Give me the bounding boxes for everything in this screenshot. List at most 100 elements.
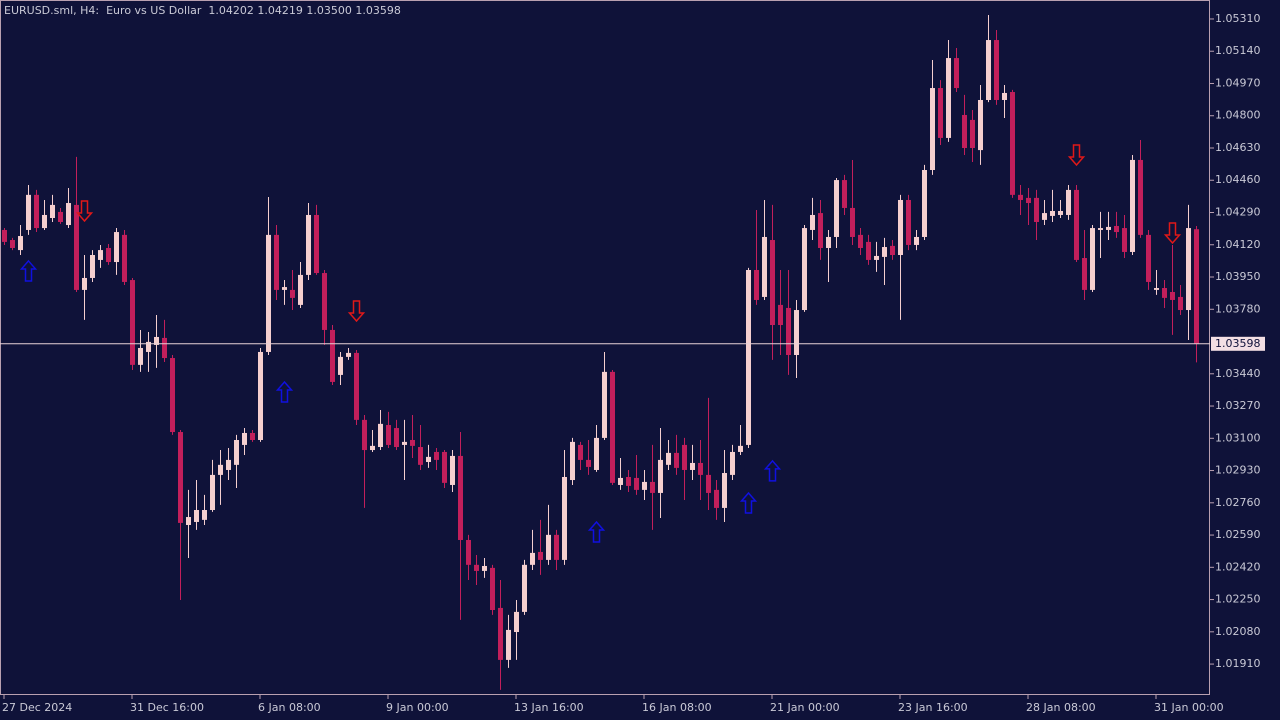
candle-body: [162, 337, 167, 359]
candle-body: [842, 180, 847, 208]
candle-body: [1082, 258, 1087, 290]
candle-body: [10, 240, 15, 248]
candle-body: [946, 58, 951, 138]
candle-body: [274, 234, 279, 290]
x-tick-label: 13 Jan 16:00: [514, 701, 584, 714]
candle-body: [370, 445, 375, 451]
candle-body: [738, 445, 743, 452]
candle-body: [146, 341, 151, 352]
candle-body: [434, 451, 439, 460]
x-tick-label: 27 Dec 2024: [2, 701, 72, 714]
candle-body: [602, 371, 607, 438]
candle-body: [666, 452, 671, 465]
y-tick-label: 1.03440: [1215, 367, 1261, 380]
y-tick-label: 1.04120: [1215, 238, 1261, 251]
sell-arrow: [75, 200, 94, 223]
candle-body: [730, 451, 735, 475]
candle-body: [258, 351, 263, 440]
candle-body: [402, 441, 407, 445]
candle-body: [498, 607, 503, 660]
plot-frame: [0, 0, 1210, 695]
candle-body: [242, 432, 247, 445]
candle-body: [74, 204, 79, 290]
candle-body: [122, 234, 127, 282]
candle-body: [1186, 228, 1191, 311]
x-tick-label: 28 Jan 08:00: [1026, 701, 1096, 714]
candle-body: [1058, 210, 1063, 215]
y-tick-label: 1.03100: [1215, 431, 1261, 444]
candle-body: [786, 307, 791, 355]
candle-body: [706, 474, 711, 493]
candle-body: [26, 194, 31, 230]
candle-body: [898, 199, 903, 256]
price-label-box: [1211, 336, 1265, 351]
y-tick-label: 1.04290: [1215, 206, 1261, 219]
candle-body: [386, 425, 391, 445]
y-tick-label: 1.02760: [1215, 496, 1261, 509]
candle-body: [442, 451, 447, 483]
candle-body: [890, 245, 895, 256]
candle-body: [810, 214, 815, 230]
y-tick-label: 1.05310: [1215, 12, 1261, 25]
candle-body: [570, 441, 575, 481]
candle-body: [50, 204, 55, 219]
candle-body: [418, 447, 423, 465]
candle-body: [754, 269, 759, 300]
candle-body: [554, 534, 559, 560]
candle-body: [250, 432, 255, 440]
buy-arrow: [739, 491, 758, 514]
candle-body: [338, 356, 343, 375]
sell-arrow: [347, 300, 366, 323]
buy-arrow: [275, 380, 294, 403]
candle-body: [1170, 292, 1175, 300]
x-tick-label: 31 Jan 00:00: [1154, 701, 1224, 714]
candle-body: [562, 476, 567, 560]
x-tick-label: 21 Jan 00:00: [770, 701, 840, 714]
candle-body: [490, 567, 495, 610]
candle-body: [482, 565, 487, 571]
candle-body: [266, 234, 271, 352]
candle-body: [642, 481, 647, 490]
candle-body: [1098, 228, 1103, 230]
candle-body: [106, 247, 111, 263]
candle-body: [546, 534, 551, 560]
sell-arrow: [1067, 144, 1086, 167]
candle-body: [218, 464, 223, 475]
candle-body: [330, 329, 335, 382]
candle-body: [746, 269, 751, 445]
candle-body: [1146, 234, 1151, 282]
candle-body: [1026, 197, 1031, 204]
buy-arrow: [19, 259, 38, 282]
candle-body: [202, 510, 207, 520]
y-tick-label: 1.04630: [1215, 141, 1261, 154]
candle-body: [866, 241, 871, 260]
candle-body: [610, 371, 615, 483]
candle-body: [914, 236, 919, 245]
candle-body: [450, 455, 455, 485]
candle-body: [226, 459, 231, 470]
candle-body: [722, 473, 727, 508]
candle-body: [98, 250, 103, 260]
candle-body: [474, 564, 479, 571]
buy-arrow: [763, 459, 782, 482]
sell-arrow: [1163, 222, 1182, 245]
candle-body: [1122, 228, 1127, 252]
candle-body: [874, 255, 879, 260]
candle-body: [1090, 228, 1095, 290]
candle-body: [1066, 189, 1071, 215]
candle-body: [858, 234, 863, 248]
candle-body: [154, 336, 159, 345]
candle-body: [2, 229, 7, 242]
candle-body: [618, 477, 623, 485]
candle-body: [426, 456, 431, 463]
x-tick-label: 23 Jan 16:00: [898, 701, 968, 714]
candle-body: [1178, 296, 1183, 311]
candle-body: [770, 240, 775, 326]
candle-body: [906, 199, 911, 245]
candle-body: [698, 462, 703, 475]
candle-body: [714, 489, 719, 508]
candle-body: [114, 232, 119, 263]
candle-body: [650, 481, 655, 493]
candle-body: [1114, 225, 1119, 233]
